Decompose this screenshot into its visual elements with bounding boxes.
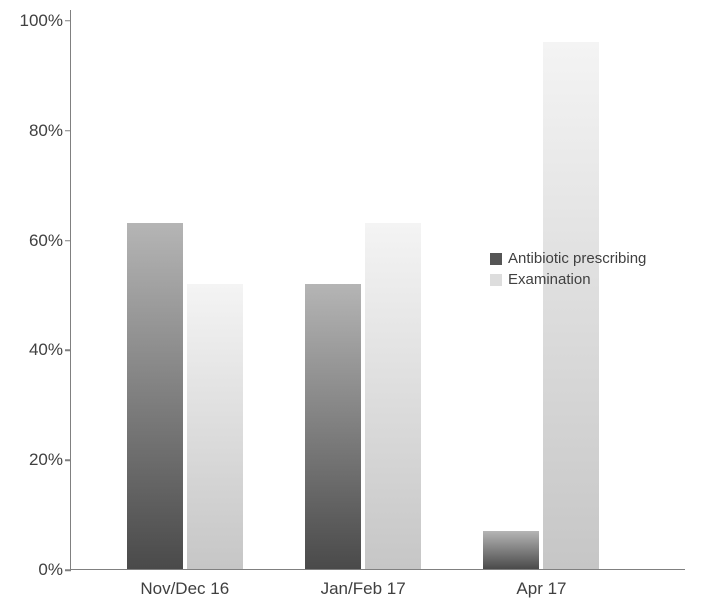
x-tick-label: Nov/Dec 16 (140, 569, 229, 599)
legend-item: Antibiotic prescribing (490, 250, 646, 267)
legend-swatch (490, 253, 502, 265)
legend-swatch (490, 274, 502, 286)
bar-series-b (365, 223, 421, 569)
x-tick-label: Apr 17 (516, 569, 566, 599)
y-tick-label: 20% (29, 450, 71, 470)
x-tick-label: Jan/Feb 17 (321, 569, 406, 599)
bar-series-a (305, 284, 361, 569)
bar-series-a (127, 223, 183, 569)
legend-label: Antibiotic prescribing (508, 250, 646, 267)
y-tick-label: 0% (38, 560, 71, 580)
y-tick-label: 60% (29, 231, 71, 251)
bar-series-b (187, 284, 243, 569)
y-tick-label: 40% (29, 340, 71, 360)
legend: Antibiotic prescribing Examination (490, 250, 646, 292)
bar-chart: 0% 20% 40% 60% 80% 100% Nov/Dec 16 Jan/Feb 17 Ap… (0, 0, 703, 615)
y-tick-label: 80% (29, 121, 71, 141)
legend-item: Examination (490, 271, 646, 288)
bar-series-a (483, 531, 539, 569)
legend-label: Examination (508, 271, 591, 288)
bar-series-b (543, 42, 599, 569)
y-tick-label: 100% (20, 11, 71, 31)
